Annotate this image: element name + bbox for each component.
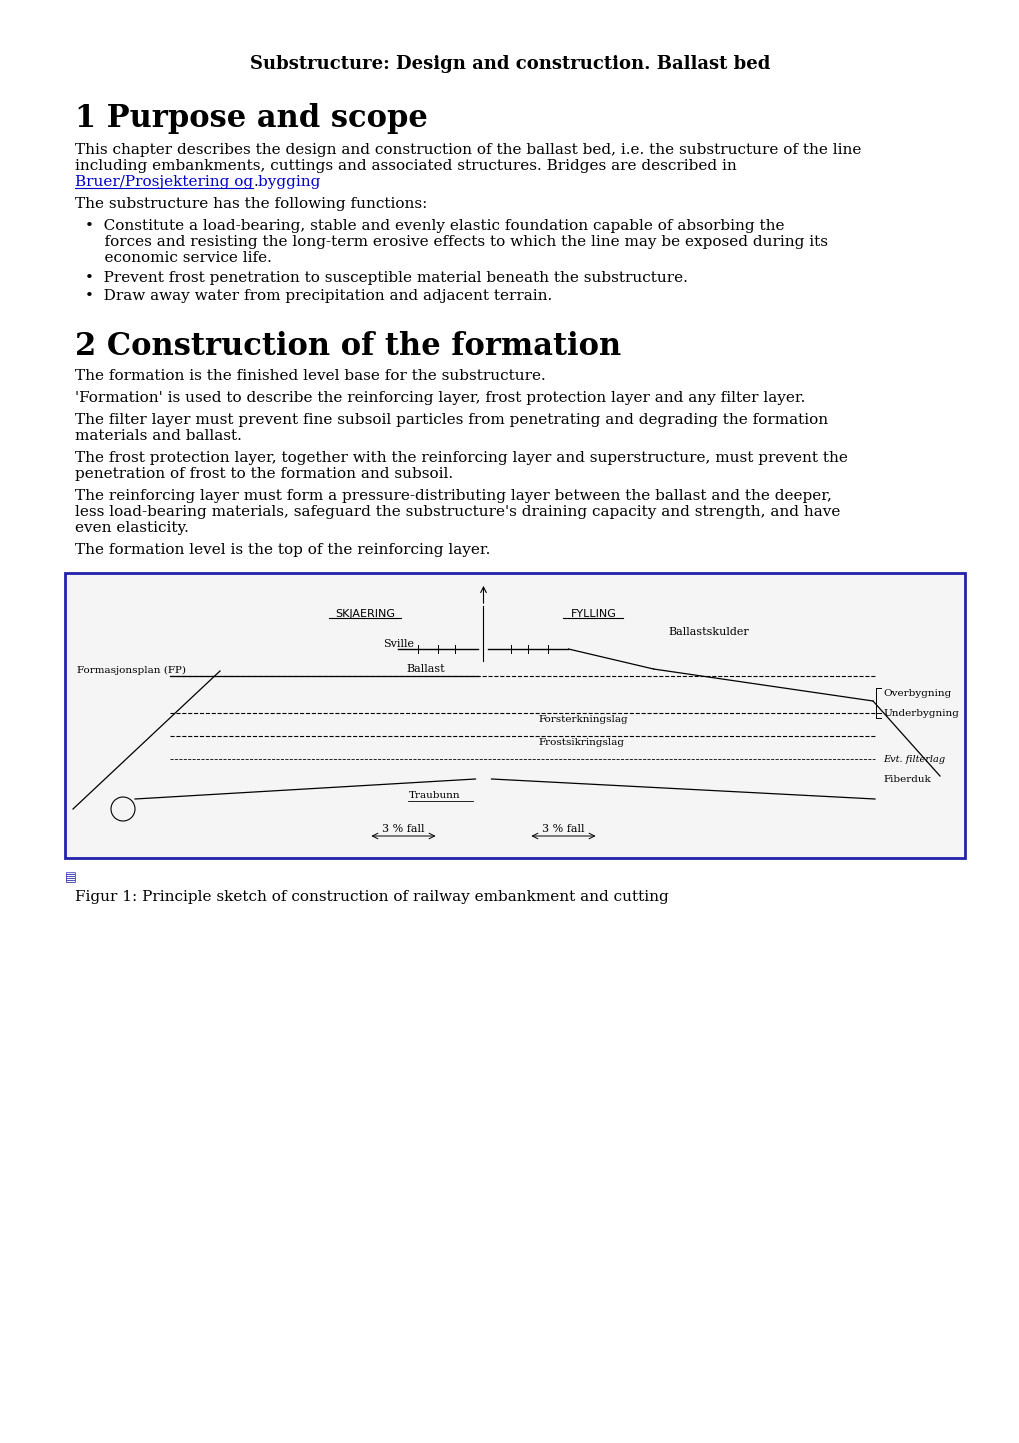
Text: FYLLING: FYLLING	[570, 609, 615, 619]
Text: •  Prevent frost penetration to susceptible material beneath the substructure.: • Prevent frost penetration to susceptib…	[85, 271, 687, 286]
Text: •  Constitute a load-bearing, stable and evenly elastic foundation capable of ab: • Constitute a load-bearing, stable and …	[85, 219, 784, 232]
Text: Evt. filterlag: Evt. filterlag	[882, 755, 945, 763]
Text: Frostsikringslag: Frostsikringslag	[538, 737, 624, 747]
Text: including embankments, cuttings and associated structures. Bridges are described: including embankments, cuttings and asso…	[75, 159, 736, 173]
Text: SKJAERING: SKJAERING	[335, 609, 395, 619]
Text: Substructure: Design and construction. Ballast bed: Substructure: Design and construction. B…	[250, 55, 769, 74]
Text: Fiberduk: Fiberduk	[882, 775, 930, 784]
Text: ▤: ▤	[65, 872, 76, 885]
Text: The substructure has the following functions:: The substructure has the following funct…	[75, 198, 427, 211]
Text: 2 Construction of the formation: 2 Construction of the formation	[75, 330, 621, 362]
Text: Formasjonsplan (FP): Formasjonsplan (FP)	[76, 665, 185, 674]
Text: 1 Purpose and scope: 1 Purpose and scope	[75, 102, 427, 134]
Text: Traubunn: Traubunn	[408, 791, 460, 799]
Text: •  Draw away water from precipitation and adjacent terrain.: • Draw away water from precipitation and…	[85, 289, 551, 303]
Text: Figur 1: Principle sketch of construction of railway embankment and cutting: Figur 1: Principle sketch of constructio…	[75, 890, 668, 903]
Text: The formation level is the top of the reinforcing layer.: The formation level is the top of the re…	[75, 543, 490, 557]
Text: forces and resisting the long-term erosive effects to which the line may be expo: forces and resisting the long-term erosi…	[85, 235, 827, 250]
Text: Underbygning: Underbygning	[882, 709, 958, 717]
Bar	[65, 573, 964, 859]
Text: Ballast: Ballast	[406, 664, 444, 674]
Text: The frost protection layer, together with the reinforcing layer and superstructu: The frost protection layer, together wit…	[75, 452, 847, 465]
Text: 3 % fall: 3 % fall	[542, 824, 584, 834]
Text: Forsterkningslag: Forsterkningslag	[538, 714, 628, 724]
Text: The filter layer must prevent fine subsoil particles from penetrating and degrad: The filter layer must prevent fine subso…	[75, 413, 827, 427]
Text: The reinforcing layer must form a pressure-distributing layer between the ballas: The reinforcing layer must form a pressu…	[75, 489, 832, 504]
Text: .: .	[254, 175, 259, 189]
Text: materials and ballast.: materials and ballast.	[75, 429, 242, 443]
Text: Sville: Sville	[382, 639, 414, 649]
Text: Ballastskulder: Ballastskulder	[667, 628, 749, 636]
Text: Bruer/Prosjektering og bygging: Bruer/Prosjektering og bygging	[75, 175, 320, 189]
Text: This chapter describes the design and construction of the ballast bed, i.e. the : This chapter describes the design and co…	[75, 143, 860, 157]
Text: 'Formation' is used to describe the reinforcing layer, frost protection layer an: 'Formation' is used to describe the rein…	[75, 391, 805, 405]
Text: 3 % fall: 3 % fall	[382, 824, 424, 834]
Text: even elasticity.: even elasticity.	[75, 521, 189, 535]
Text: penetration of frost to the formation and subsoil.: penetration of frost to the formation an…	[75, 468, 452, 481]
Text: Overbygning: Overbygning	[882, 688, 951, 697]
Text: economic service life.: economic service life.	[85, 251, 272, 266]
Text: The formation is the finished level base for the substructure.: The formation is the finished level base…	[75, 369, 545, 382]
Text: less load-bearing materials, safeguard the substructure's draining capacity and : less load-bearing materials, safeguard t…	[75, 505, 840, 519]
